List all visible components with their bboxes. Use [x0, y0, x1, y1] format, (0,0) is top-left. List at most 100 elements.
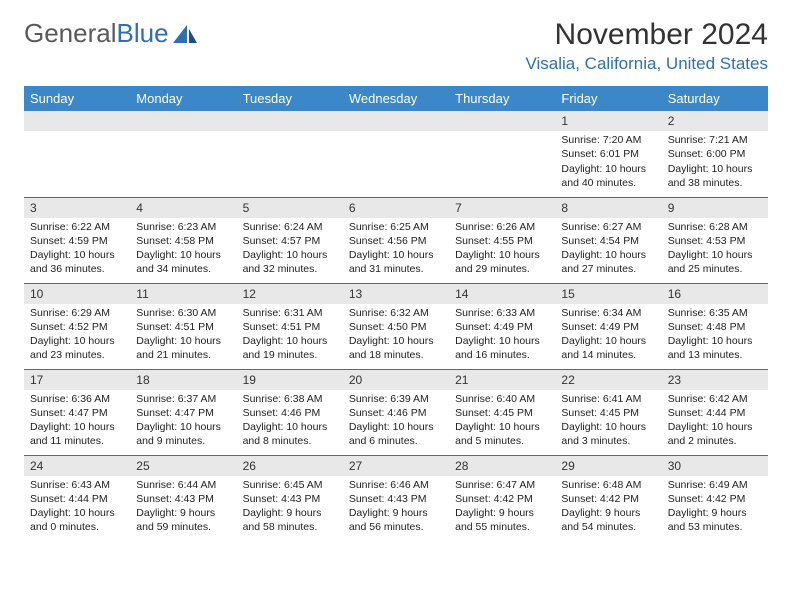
daylight-text: Daylight: 10 hours and 18 minutes. — [349, 334, 443, 362]
calendar-cell: 9Sunrise: 6:28 AMSunset: 4:53 PMDaylight… — [662, 197, 768, 283]
location: Visalia, California, United States — [525, 54, 768, 74]
day-header: Sunday — [24, 86, 130, 111]
day-number: 26 — [237, 456, 343, 476]
sunset-text: Sunset: 4:51 PM — [243, 320, 337, 334]
day-number — [343, 111, 449, 131]
sunrise-text: Sunrise: 6:40 AM — [455, 392, 549, 406]
day-number: 4 — [130, 198, 236, 218]
calendar-cell: 12Sunrise: 6:31 AMSunset: 4:51 PMDayligh… — [237, 283, 343, 369]
sunrise-text: Sunrise: 6:47 AM — [455, 478, 549, 492]
day-number: 14 — [449, 284, 555, 304]
daylight-text: Daylight: 10 hours and 16 minutes. — [455, 334, 549, 362]
calendar-cell: 11Sunrise: 6:30 AMSunset: 4:51 PMDayligh… — [130, 283, 236, 369]
day-content: Sunrise: 6:36 AMSunset: 4:47 PMDaylight:… — [24, 390, 130, 453]
calendar-cell: 30Sunrise: 6:49 AMSunset: 4:42 PMDayligh… — [662, 455, 768, 541]
daylight-text: Daylight: 10 hours and 11 minutes. — [30, 420, 124, 448]
sunrise-text: Sunrise: 6:30 AM — [136, 306, 230, 320]
day-content: Sunrise: 6:37 AMSunset: 4:47 PMDaylight:… — [130, 390, 236, 453]
sunrise-text: Sunrise: 6:24 AM — [243, 220, 337, 234]
sunrise-text: Sunrise: 6:38 AM — [243, 392, 337, 406]
daylight-text: Daylight: 10 hours and 19 minutes. — [243, 334, 337, 362]
day-header-row: Sunday Monday Tuesday Wednesday Thursday… — [24, 86, 768, 111]
sunset-text: Sunset: 4:42 PM — [668, 492, 762, 506]
sunset-text: Sunset: 4:43 PM — [136, 492, 230, 506]
day-content: Sunrise: 6:25 AMSunset: 4:56 PMDaylight:… — [343, 218, 449, 281]
daylight-text: Daylight: 10 hours and 8 minutes. — [243, 420, 337, 448]
sunrise-text: Sunrise: 6:26 AM — [455, 220, 549, 234]
day-number: 5 — [237, 198, 343, 218]
day-content — [449, 131, 555, 137]
calendar-cell: 21Sunrise: 6:40 AMSunset: 4:45 PMDayligh… — [449, 369, 555, 455]
day-content: Sunrise: 6:29 AMSunset: 4:52 PMDaylight:… — [24, 304, 130, 367]
sunrise-text: Sunrise: 6:33 AM — [455, 306, 549, 320]
sunset-text: Sunset: 4:42 PM — [561, 492, 655, 506]
day-number: 10 — [24, 284, 130, 304]
day-content — [24, 131, 130, 137]
sunset-text: Sunset: 4:50 PM — [349, 320, 443, 334]
day-number: 1 — [555, 111, 661, 131]
day-number: 22 — [555, 370, 661, 390]
daylight-text: Daylight: 10 hours and 14 minutes. — [561, 334, 655, 362]
calendar-row: 24Sunrise: 6:43 AMSunset: 4:44 PMDayligh… — [24, 455, 768, 541]
sunrise-text: Sunrise: 6:36 AM — [30, 392, 124, 406]
day-header: Saturday — [662, 86, 768, 111]
daylight-text: Daylight: 9 hours and 53 minutes. — [668, 506, 762, 534]
sunrise-text: Sunrise: 6:49 AM — [668, 478, 762, 492]
daylight-text: Daylight: 10 hours and 6 minutes. — [349, 420, 443, 448]
day-number — [130, 111, 236, 131]
daylight-text: Daylight: 10 hours and 13 minutes. — [668, 334, 762, 362]
calendar-cell: 18Sunrise: 6:37 AMSunset: 4:47 PMDayligh… — [130, 369, 236, 455]
sunset-text: Sunset: 4:56 PM — [349, 234, 443, 248]
sunset-text: Sunset: 4:57 PM — [243, 234, 337, 248]
calendar-cell — [130, 111, 236, 197]
sunrise-text: Sunrise: 6:44 AM — [136, 478, 230, 492]
day-number: 27 — [343, 456, 449, 476]
sunset-text: Sunset: 6:01 PM — [561, 147, 655, 161]
logo: GeneralBlue — [24, 18, 199, 49]
calendar-row: 1Sunrise: 7:20 AMSunset: 6:01 PMDaylight… — [24, 111, 768, 197]
daylight-text: Daylight: 10 hours and 32 minutes. — [243, 248, 337, 276]
day-number: 20 — [343, 370, 449, 390]
sunrise-text: Sunrise: 6:29 AM — [30, 306, 124, 320]
day-number: 21 — [449, 370, 555, 390]
sunset-text: Sunset: 4:52 PM — [30, 320, 124, 334]
day-content: Sunrise: 6:42 AMSunset: 4:44 PMDaylight:… — [662, 390, 768, 453]
calendar-cell — [24, 111, 130, 197]
day-content: Sunrise: 6:43 AMSunset: 4:44 PMDaylight:… — [24, 476, 130, 539]
calendar-cell: 28Sunrise: 6:47 AMSunset: 4:42 PMDayligh… — [449, 455, 555, 541]
day-content — [130, 131, 236, 137]
calendar-row: 3Sunrise: 6:22 AMSunset: 4:59 PMDaylight… — [24, 197, 768, 283]
day-number — [24, 111, 130, 131]
sunset-text: Sunset: 4:44 PM — [668, 406, 762, 420]
daylight-text: Daylight: 9 hours and 59 minutes. — [136, 506, 230, 534]
daylight-text: Daylight: 10 hours and 3 minutes. — [561, 420, 655, 448]
sunset-text: Sunset: 4:49 PM — [561, 320, 655, 334]
sunrise-text: Sunrise: 6:37 AM — [136, 392, 230, 406]
day-content: Sunrise: 7:20 AMSunset: 6:01 PMDaylight:… — [555, 131, 661, 194]
sunrise-text: Sunrise: 6:25 AM — [349, 220, 443, 234]
day-content: Sunrise: 6:39 AMSunset: 4:46 PMDaylight:… — [343, 390, 449, 453]
calendar-cell: 23Sunrise: 6:42 AMSunset: 4:44 PMDayligh… — [662, 369, 768, 455]
title-block: November 2024 Visalia, California, Unite… — [525, 18, 768, 74]
calendar-cell: 15Sunrise: 6:34 AMSunset: 4:49 PMDayligh… — [555, 283, 661, 369]
daylight-text: Daylight: 10 hours and 31 minutes. — [349, 248, 443, 276]
calendar-cell: 25Sunrise: 6:44 AMSunset: 4:43 PMDayligh… — [130, 455, 236, 541]
day-number: 17 — [24, 370, 130, 390]
sunset-text: Sunset: 4:46 PM — [243, 406, 337, 420]
day-number: 29 — [555, 456, 661, 476]
sunrise-text: Sunrise: 6:43 AM — [30, 478, 124, 492]
sunset-text: Sunset: 4:47 PM — [30, 406, 124, 420]
day-header: Wednesday — [343, 86, 449, 111]
day-number: 13 — [343, 284, 449, 304]
calendar-cell: 17Sunrise: 6:36 AMSunset: 4:47 PMDayligh… — [24, 369, 130, 455]
day-number: 7 — [449, 198, 555, 218]
day-content: Sunrise: 6:38 AMSunset: 4:46 PMDaylight:… — [237, 390, 343, 453]
calendar-cell: 1Sunrise: 7:20 AMSunset: 6:01 PMDaylight… — [555, 111, 661, 197]
calendar-cell: 2Sunrise: 7:21 AMSunset: 6:00 PMDaylight… — [662, 111, 768, 197]
calendar-cell: 26Sunrise: 6:45 AMSunset: 4:43 PMDayligh… — [237, 455, 343, 541]
day-header: Monday — [130, 86, 236, 111]
daylight-text: Daylight: 10 hours and 40 minutes. — [561, 162, 655, 190]
sunset-text: Sunset: 4:45 PM — [561, 406, 655, 420]
day-content: Sunrise: 6:26 AMSunset: 4:55 PMDaylight:… — [449, 218, 555, 281]
sunset-text: Sunset: 4:53 PM — [668, 234, 762, 248]
